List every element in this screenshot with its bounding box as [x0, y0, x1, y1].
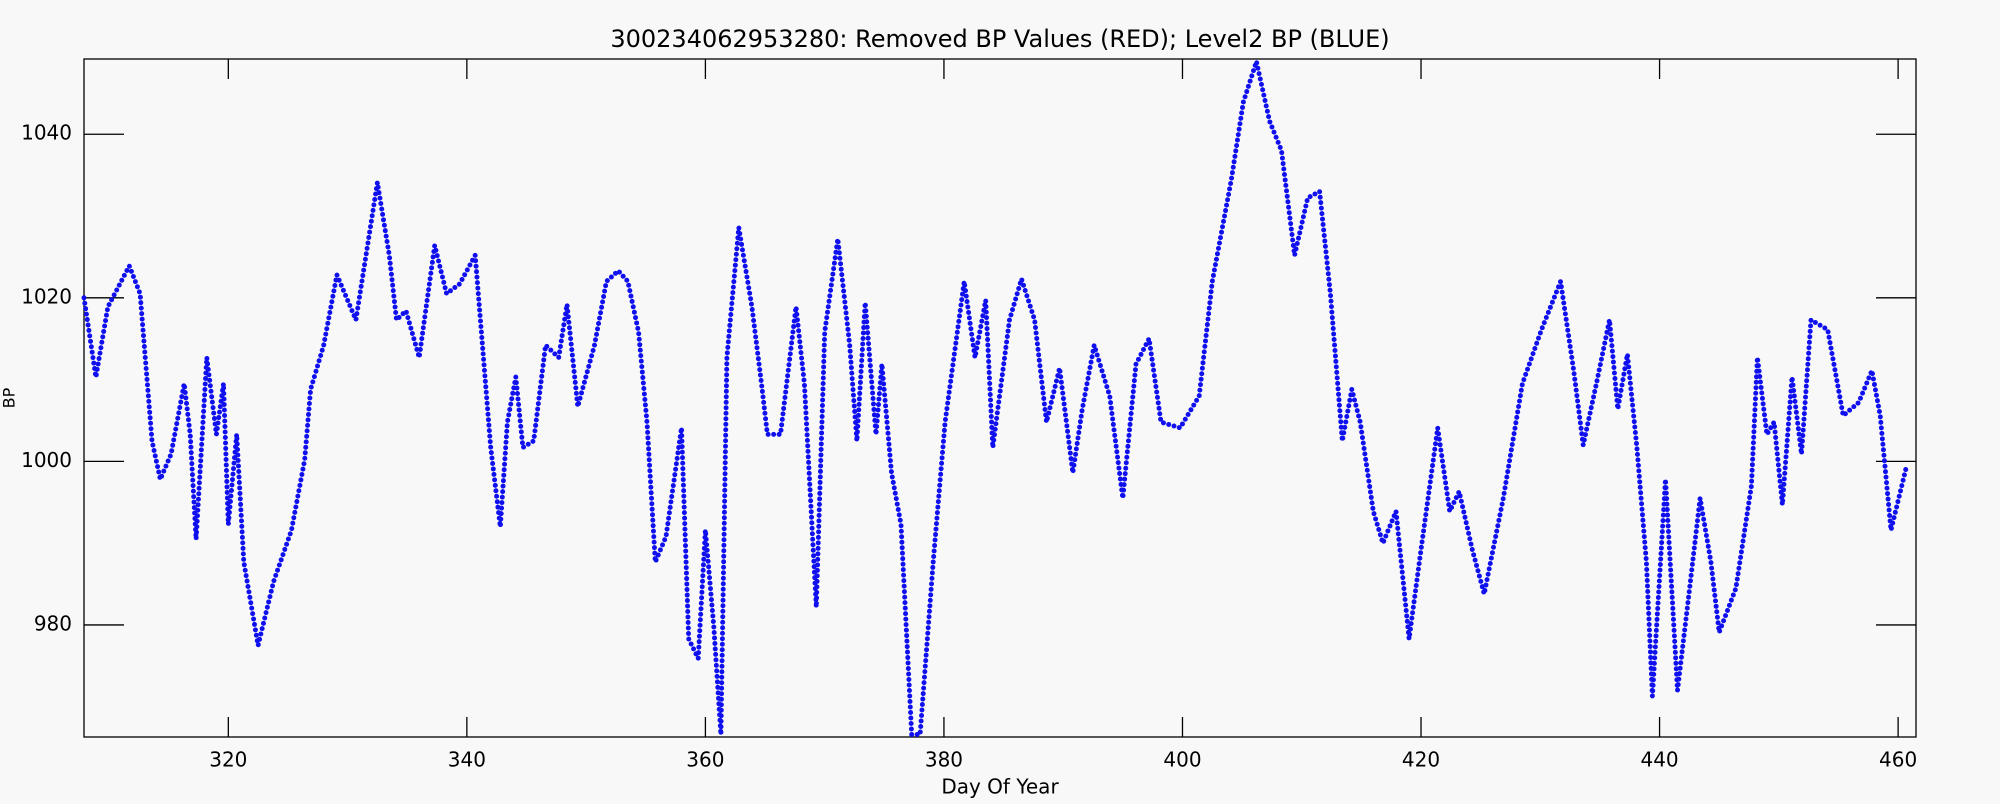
x-tick-label: 340: [448, 748, 486, 772]
x-tick-label: 380: [925, 748, 963, 772]
plot-frame: [83, 58, 1917, 738]
y-tick-label: 980: [34, 611, 72, 635]
y-tick-label: 1040: [21, 121, 72, 145]
x-tick-label: 360: [686, 748, 724, 772]
y-tick-label: 1020: [21, 284, 72, 308]
y-axis-label: BP: [0, 387, 19, 408]
x-tick-label: 440: [1640, 748, 1678, 772]
y-tick-label: 1000: [21, 448, 72, 472]
x-tick-label: 420: [1402, 748, 1440, 772]
data-line: [81, 59, 1909, 737]
chart-title: 300234062953280: Removed BP Values (RED)…: [610, 25, 1389, 53]
x-axis-label: Day Of Year: [941, 775, 1059, 799]
x-tick-label: 320: [209, 748, 247, 772]
x-tick-label: 400: [1163, 748, 1201, 772]
x-tick-label: 460: [1879, 748, 1917, 772]
